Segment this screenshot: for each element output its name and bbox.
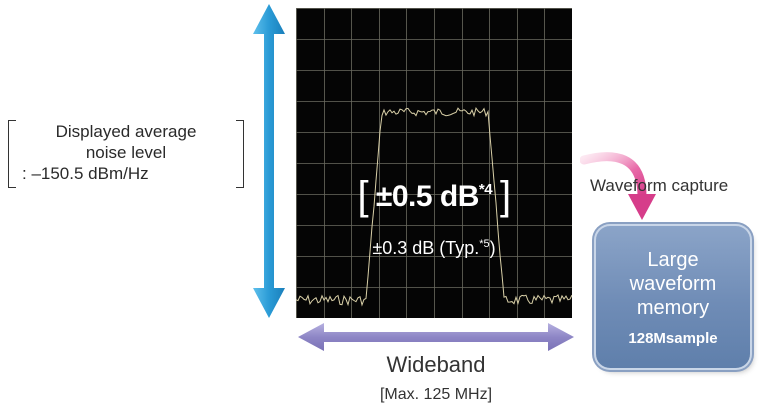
wideband-max-label: [Max. 125 MHz] [379, 386, 493, 403]
noise-line-1: Displayed average [55, 122, 197, 141]
spectrum-graticule [296, 8, 572, 318]
memory-title: Large waveform memory [596, 248, 750, 320]
memory-line-3: memory [636, 297, 710, 319]
typical-value: ±0.3 dB (Typ. [372, 238, 480, 258]
typical-footnote: *5 [479, 238, 490, 250]
typical-spec: ±0.3 dB (Typ.*5) [296, 238, 572, 259]
left-bracket [8, 120, 16, 188]
wideband-label: Wideband [386, 352, 486, 377]
memory-line-2: waveform [629, 273, 717, 295]
noise-line-3: : –150.5 dBm/Hz [22, 164, 149, 183]
noise-level-text: Displayed average noise level : –150.5 d… [18, 121, 234, 184]
waveform-memory-box: Large waveform memory 128Msample [596, 226, 750, 368]
memory-size: 128Msample [628, 330, 718, 347]
spectrum-trace [296, 106, 572, 307]
noise-line-2: noise level [85, 143, 167, 162]
vertical-range-arrow [253, 4, 285, 318]
typical-close: ) [489, 238, 496, 258]
flatness-footnote: *4 [478, 181, 493, 198]
wideband-arrow [298, 323, 574, 351]
noise-level-note: Displayed average noise level : –150.5 d… [8, 118, 244, 190]
flatness-value: ±0.5 dB [375, 180, 480, 213]
spec-bracket-open: [ [357, 174, 369, 218]
waveform-capture-label: Waveform capture [590, 176, 729, 195]
capture-arrow [580, 152, 656, 220]
right-bracket [236, 120, 244, 188]
memory-line-1: Large [647, 249, 699, 271]
spec-bracket-close: ] [499, 174, 511, 218]
flatness-spec: [ ±0.5 dB*4 ] [296, 174, 572, 219]
spectrum-display: [ ±0.5 dB*4 ] ±0.3 dB (Typ.*5) [296, 8, 572, 318]
